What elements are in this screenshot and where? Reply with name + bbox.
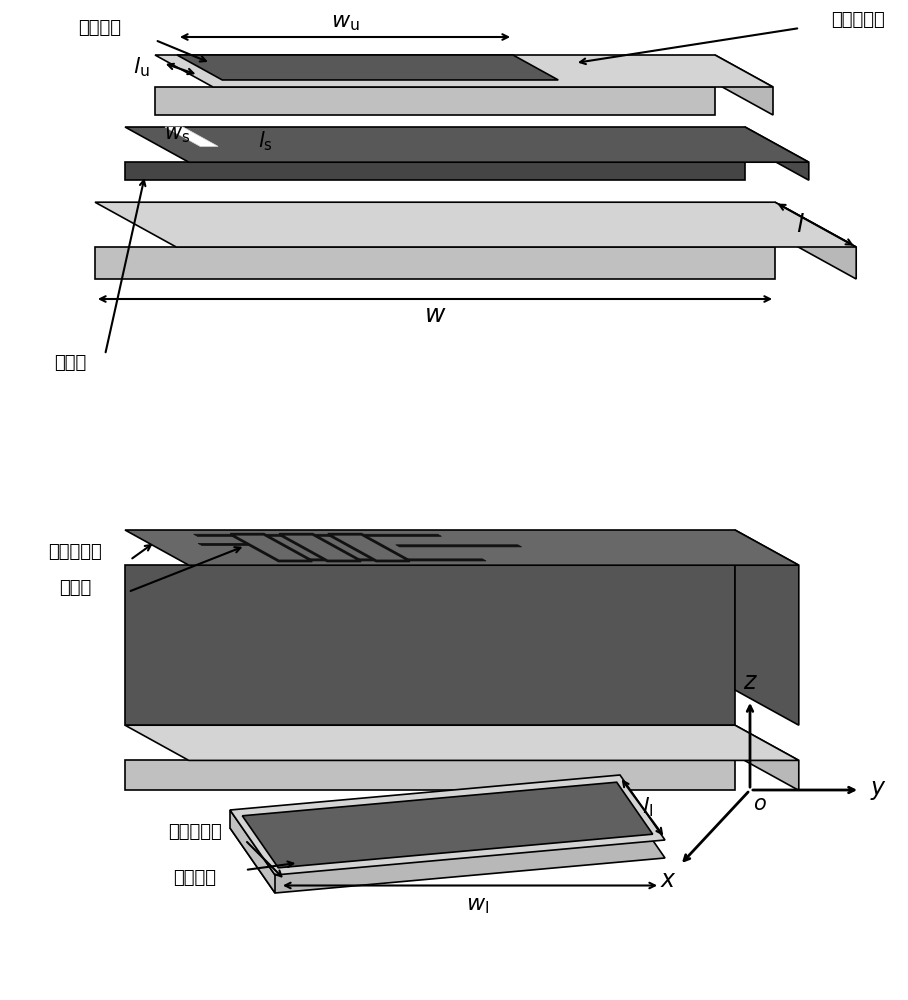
Polygon shape	[715, 55, 773, 115]
Polygon shape	[95, 202, 856, 247]
Polygon shape	[193, 534, 441, 536]
Polygon shape	[230, 775, 665, 875]
Text: $l_{\mathsf{l}}$: $l_{\mathsf{l}}$	[643, 796, 654, 819]
Polygon shape	[155, 87, 715, 115]
Polygon shape	[745, 127, 809, 180]
Polygon shape	[125, 760, 735, 790]
Polygon shape	[125, 127, 809, 162]
Text: $l_{\mathsf{u}}$: $l_{\mathsf{u}}$	[133, 56, 149, 79]
Text: $w_{\mathsf{l}}$: $w_{\mathsf{l}}$	[466, 896, 489, 916]
Polygon shape	[275, 559, 486, 561]
Text: 上层介质板: 上层介质板	[831, 11, 885, 29]
Text: 下层介质板: 下层介质板	[168, 823, 222, 841]
Polygon shape	[230, 793, 665, 893]
Polygon shape	[735, 530, 799, 725]
Polygon shape	[231, 534, 312, 561]
Text: $y$: $y$	[870, 778, 886, 802]
Text: $x$: $x$	[659, 868, 676, 892]
Text: $w_{\mathsf{s}}$: $w_{\mathsf{s}}$	[164, 125, 190, 145]
Polygon shape	[328, 534, 410, 561]
Polygon shape	[125, 725, 799, 760]
Text: $l$: $l$	[795, 213, 804, 237]
Polygon shape	[177, 55, 558, 80]
Text: 辐射贴片: 辐射贴片	[173, 869, 216, 887]
Text: $o$: $o$	[753, 794, 767, 814]
Text: $z$: $z$	[743, 670, 757, 694]
Polygon shape	[242, 782, 653, 868]
Polygon shape	[735, 725, 799, 790]
Text: 中间层液晶: 中间层液晶	[48, 543, 102, 561]
Text: $w$: $w$	[424, 303, 446, 327]
Polygon shape	[396, 545, 521, 547]
Text: $l_{\mathsf{s}}$: $l_{\mathsf{s}}$	[258, 129, 272, 153]
Polygon shape	[198, 543, 251, 545]
Polygon shape	[95, 247, 775, 279]
Polygon shape	[775, 202, 856, 279]
Polygon shape	[125, 565, 735, 725]
Polygon shape	[125, 530, 799, 565]
Text: $w_{\mathsf{u}}$: $w_{\mathsf{u}}$	[331, 13, 360, 33]
Polygon shape	[125, 162, 745, 180]
Polygon shape	[165, 127, 218, 146]
Polygon shape	[279, 534, 361, 561]
Text: 金属贴片: 金属贴片	[78, 19, 122, 37]
Polygon shape	[155, 55, 773, 87]
Text: 金属地: 金属地	[54, 354, 86, 372]
Text: 弯折线: 弯折线	[59, 579, 91, 597]
Polygon shape	[230, 810, 275, 893]
